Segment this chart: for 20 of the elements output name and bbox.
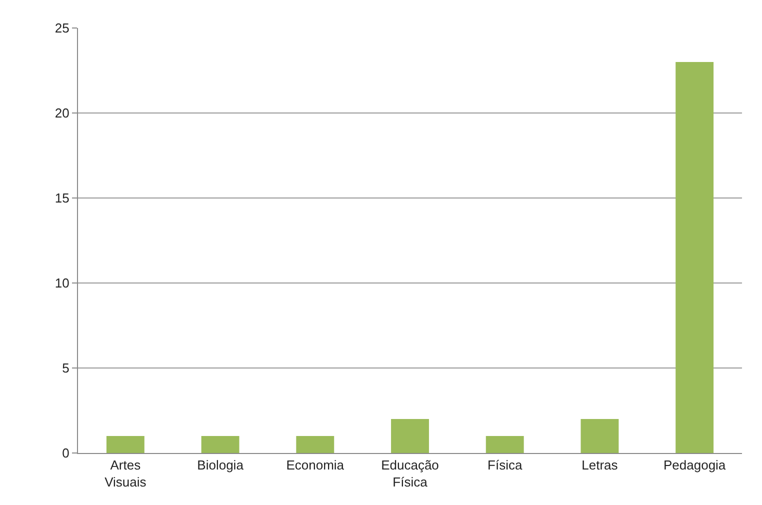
y-tick-label: 25 bbox=[54, 20, 70, 36]
x-tick-label: Letras bbox=[582, 458, 618, 473]
bar bbox=[201, 436, 240, 453]
x-tick-label: Biologia bbox=[197, 458, 244, 473]
bar bbox=[486, 436, 524, 453]
bar bbox=[296, 436, 334, 453]
bar bbox=[391, 419, 429, 453]
bar bbox=[106, 436, 144, 453]
y-tick-label: 15 bbox=[54, 190, 70, 206]
y-tick-label: 0 bbox=[62, 446, 70, 461]
x-tick-label: Artes Visuais bbox=[104, 458, 147, 490]
x-tick-label: Educação Física bbox=[381, 458, 439, 490]
y-tick-label: 20 bbox=[54, 106, 70, 121]
x-tick-label: Economia bbox=[286, 458, 345, 473]
y-tick-label: 10 bbox=[54, 276, 70, 291]
x-tick-label: Física bbox=[488, 458, 523, 473]
x-tick-label: Pedagogia bbox=[663, 458, 726, 473]
y-tick-label: 5 bbox=[62, 360, 70, 376]
bar bbox=[676, 62, 714, 453]
bar bbox=[580, 419, 619, 453]
